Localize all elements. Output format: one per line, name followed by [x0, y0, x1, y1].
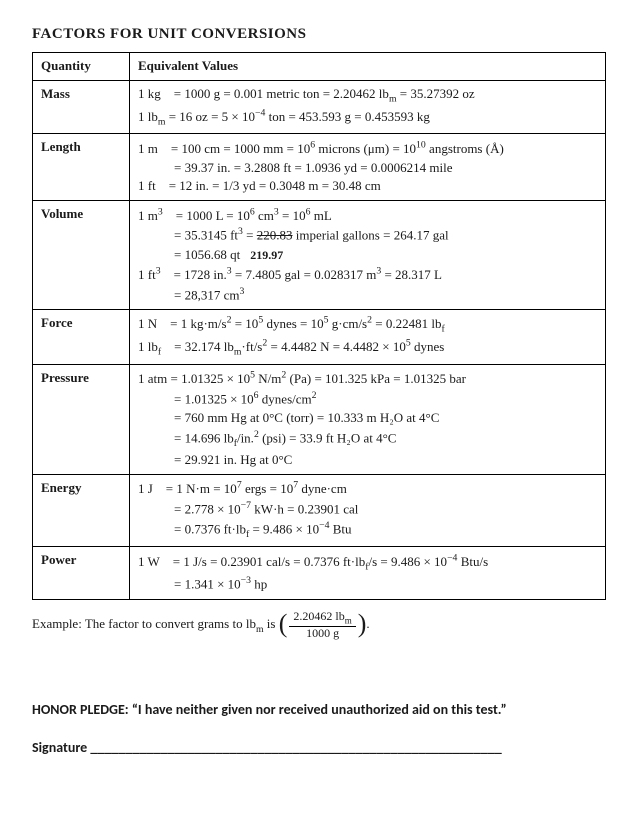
row-energy: Energy 1 J = 1 N·m = 107 ergs = 107 dyne…: [33, 474, 606, 546]
honor-pledge: HONOR PLEDGE: “I have neither given nor …: [32, 700, 606, 720]
values-length: 1 m = 100 cm = 1000 mm = 106 microns (μm…: [130, 134, 606, 201]
example-text: Example: The factor to convert grams to …: [32, 610, 606, 640]
conversion-table: Quantity Equivalent Values Mass 1 kg = 1…: [32, 52, 606, 600]
page-title: FACTORS FOR UNIT CONVERSIONS: [32, 24, 606, 46]
label-energy: Energy: [33, 474, 130, 546]
signature-line: Signature ______________________________…: [32, 738, 606, 758]
col-values: Equivalent Values: [130, 52, 606, 80]
label-force: Force: [33, 309, 130, 364]
row-pressure: Pressure 1 atm = 1.01325 × 105 N/m2 (Pa)…: [33, 364, 606, 474]
values-power: 1 W = 1 J/s = 0.23901 cal/s = 0.7376 ft·…: [130, 547, 606, 599]
label-volume: Volume: [33, 201, 130, 310]
label-pressure: Pressure: [33, 364, 130, 474]
handwritten-correction: 219.97: [250, 247, 283, 264]
values-volume: 1 m3 = 1000 L = 106 cm3 = 106 mL = 35.31…: [130, 201, 606, 310]
values-pressure: 1 atm = 1.01325 × 105 N/m2 (Pa) = 101.32…: [130, 364, 606, 474]
values-force: 1 N = 1 kg·m/s2 = 105 dynes = 105 g·cm/s…: [130, 309, 606, 364]
row-volume: Volume 1 m3 = 1000 L = 106 cm3 = 106 mL …: [33, 201, 606, 310]
row-power: Power 1 W = 1 J/s = 0.23901 cal/s = 0.73…: [33, 547, 606, 599]
table-header-row: Quantity Equivalent Values: [33, 52, 606, 80]
label-length: Length: [33, 134, 130, 201]
label-mass: Mass: [33, 80, 130, 134]
values-mass: 1 kg = 1000 g = 0.001 metric ton = 2.204…: [130, 80, 606, 134]
col-quantity: Quantity: [33, 52, 130, 80]
label-power: Power: [33, 547, 130, 599]
row-mass: Mass 1 kg = 1000 g = 0.001 metric ton = …: [33, 80, 606, 134]
values-energy: 1 J = 1 N·m = 107 ergs = 107 dyne·cm = 2…: [130, 474, 606, 546]
row-force: Force 1 N = 1 kg·m/s2 = 105 dynes = 105 …: [33, 309, 606, 364]
row-length: Length 1 m = 100 cm = 1000 mm = 106 micr…: [33, 134, 606, 201]
